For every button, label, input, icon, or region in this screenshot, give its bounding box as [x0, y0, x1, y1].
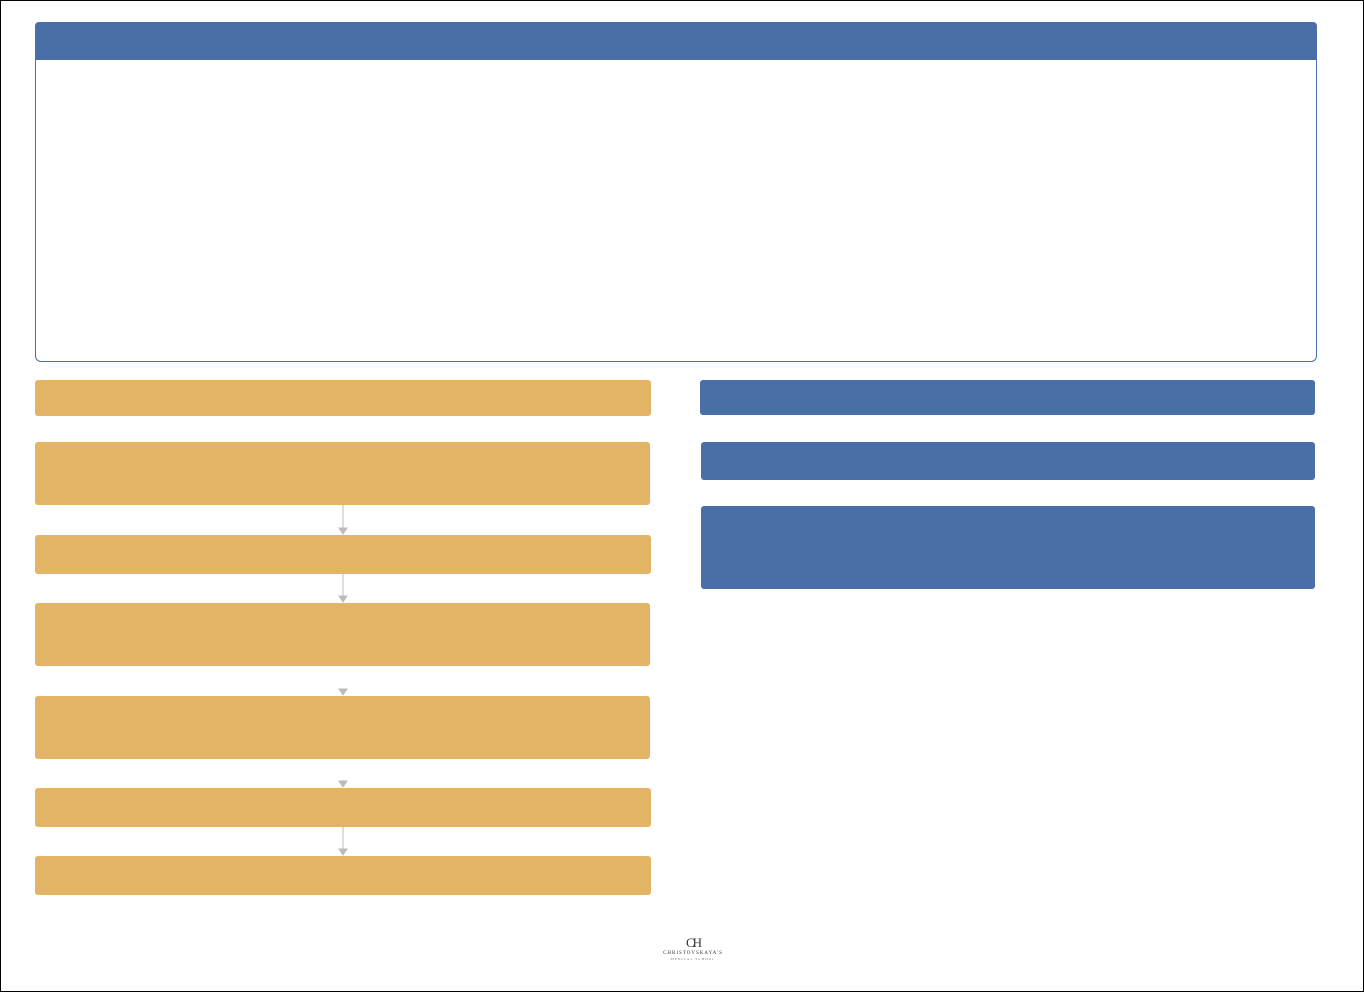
step-box [35, 696, 650, 759]
info-box [701, 506, 1315, 589]
arrow-head [338, 527, 348, 535]
arrow-head [338, 848, 348, 856]
logo-name: CHRISTOVSKAYA'S [663, 951, 723, 956]
step-box [35, 603, 650, 666]
content-panel [35, 60, 1317, 362]
logo-monogram: CH [685, 935, 702, 950]
step-box [35, 788, 651, 827]
step-box [35, 442, 650, 505]
info-box [700, 380, 1315, 415]
arrow-head [338, 595, 348, 603]
arrow-head [338, 780, 348, 788]
arrow-head [338, 688, 348, 696]
step-box [35, 856, 651, 895]
logo-subtitle: MEDICAL SCHOOL [670, 957, 716, 961]
step-box [35, 380, 651, 416]
info-box [701, 442, 1315, 480]
logo: CH CHRISTOVSKAYA'S MEDICAL SCHOOL [653, 935, 733, 962]
step-box [35, 535, 651, 574]
header-bar [35, 22, 1317, 60]
